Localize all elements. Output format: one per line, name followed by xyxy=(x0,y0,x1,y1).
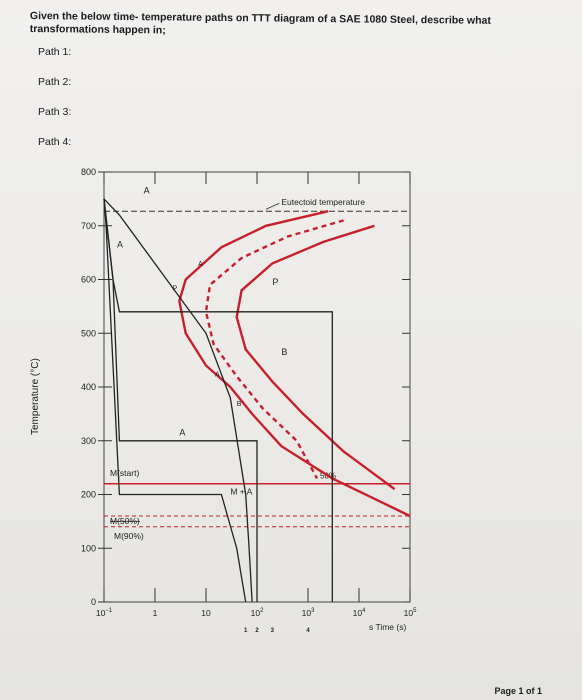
m50-label: M(50%) xyxy=(110,516,140,526)
x-tick-label-1: 1 xyxy=(153,608,158,618)
y-tick-label-800: 800 xyxy=(81,167,96,177)
transformation-curve-50pct xyxy=(204,219,344,479)
y-tick-label-700: 700 xyxy=(81,221,96,231)
y-tick-label-300: 300 xyxy=(81,436,96,446)
x-axis-label: s Time (s) xyxy=(369,622,406,632)
x-tick-label-6: 105 xyxy=(404,608,417,618)
y-tick-label-600: 600 xyxy=(81,275,96,285)
region-a-low: A xyxy=(179,427,185,437)
region-b: B xyxy=(281,347,287,357)
x-tick-label-0: 10−1 xyxy=(96,608,113,618)
region-a-left: A xyxy=(117,239,123,249)
y-tick-label-100: 100 xyxy=(81,543,96,553)
x-tick-label-4: 103 xyxy=(302,608,315,618)
y-tick-label-200: 200 xyxy=(81,490,96,500)
cooling-path-4 xyxy=(103,198,247,603)
path-number-1: 1 xyxy=(244,628,248,634)
x-tick-label-3: 102 xyxy=(251,608,264,618)
y-tick-label-0: 0 xyxy=(91,597,96,607)
region-a-top: A xyxy=(144,186,150,196)
curve-label-a-mid: A xyxy=(215,371,220,378)
cooling-path-1 xyxy=(103,198,253,603)
cooling-path-3 xyxy=(103,198,333,602)
path-1-label: Path 1: xyxy=(38,46,72,58)
m90-label: M(90%) xyxy=(114,531,144,541)
path-4-label: Path 4: xyxy=(38,136,72,148)
curve-label-p: P xyxy=(172,285,177,292)
transformation-curve-finish xyxy=(235,224,396,491)
curve-label-a-top: A xyxy=(198,261,203,268)
path-number-3: 3 xyxy=(271,628,275,634)
curve-label-b: B xyxy=(237,401,242,408)
eutectoid-pointer xyxy=(265,202,280,210)
path-number-4: 4 xyxy=(306,628,310,634)
cooling-path-2 xyxy=(103,198,258,602)
x-tick-label-2: 10 xyxy=(201,608,211,618)
eutectoid-label: Eutectoid temperature xyxy=(281,197,365,207)
m-start-label: M(start) xyxy=(110,468,139,478)
region-m-a-label: M + A xyxy=(230,487,252,497)
y-tick-label-500: 500 xyxy=(81,328,96,338)
path-2-label: Path 2: xyxy=(38,76,72,88)
page-number: Page 1 of 1 xyxy=(494,686,542,696)
path-3-label: Path 3: xyxy=(38,106,72,118)
transformation-curve-start xyxy=(178,210,411,518)
path-number-2: 2 xyxy=(255,628,259,634)
y-tick-label-400: 400 xyxy=(81,382,96,392)
x-tick-label-5: 104 xyxy=(353,608,366,618)
region-p: P xyxy=(272,277,278,287)
